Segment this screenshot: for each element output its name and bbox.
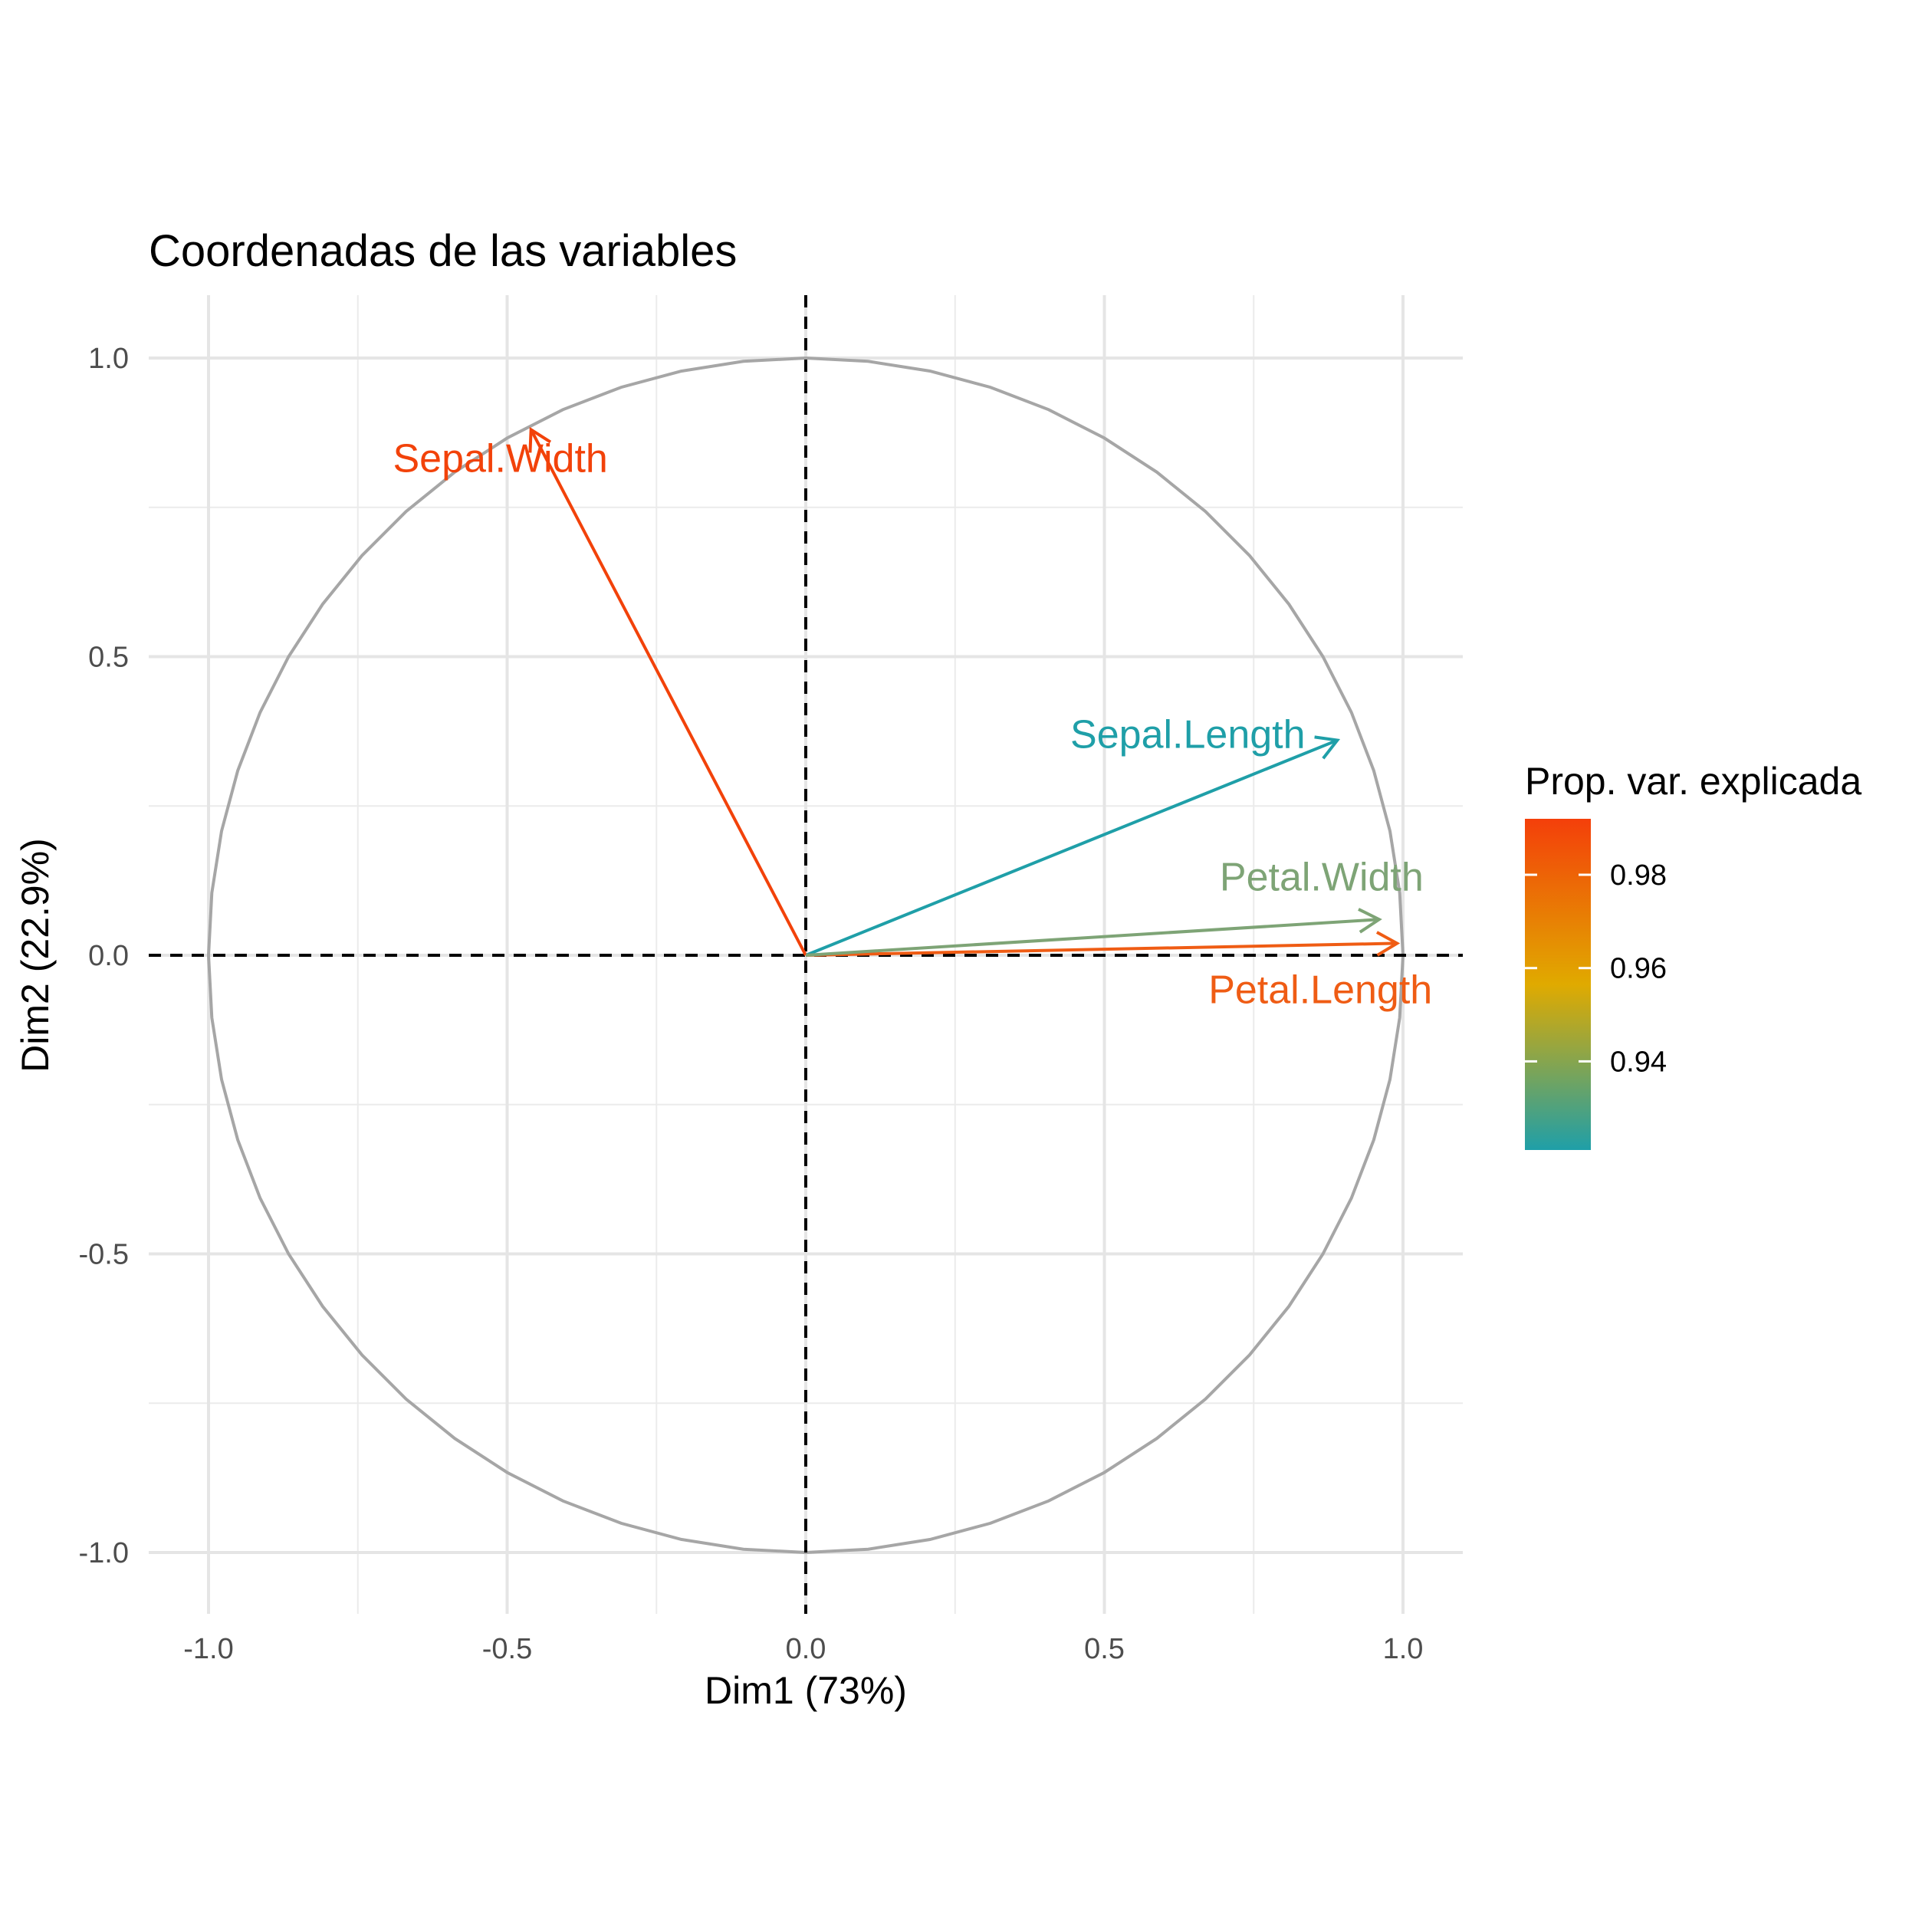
- y-tick-label: 0.0: [88, 940, 129, 972]
- x-tick-label: 1.0: [1383, 1633, 1424, 1665]
- legend-colorbar: [1525, 819, 1591, 1150]
- tick-labels: -1.0 -0.5 0.0 0.5 1.0 -1.0 -0.5 0.0 0.5 1.0: [79, 343, 1424, 1665]
- arrow-head: [1358, 908, 1382, 934]
- x-axis-title: Dim1 (73%): [705, 1669, 907, 1712]
- y-tick-label: -0.5: [79, 1239, 129, 1271]
- legend-ticks: 0.94 0.96 0.98: [1525, 859, 1667, 1078]
- arrow-shaft: [529, 429, 807, 956]
- variable-label: Sepal.Length: [1070, 713, 1306, 757]
- variable-label: Petal.Length: [1208, 968, 1432, 1012]
- variable-arrow-petal-width: Petal.Width: [805, 855, 1424, 957]
- arrow-head: [528, 426, 552, 453]
- arrow-shaft: [805, 738, 1339, 957]
- y-tick-label: 0.5: [88, 642, 129, 674]
- x-tick-label: -1.0: [183, 1633, 233, 1665]
- variable-arrow-petal-length: Petal.Length: [805, 931, 1432, 1012]
- chart-title: Coordenadas de las variables: [149, 226, 737, 276]
- legend-tick-label: 0.96: [1610, 953, 1667, 985]
- legend-tick-label: 0.98: [1610, 859, 1667, 892]
- variable-arrow-sepal-length: Sepal.Length: [805, 713, 1341, 957]
- variable-arrows: Sepal.Length Sepal.Width Petal.Length Petal…: [393, 426, 1432, 1012]
- arrow-shaft: [805, 941, 1398, 957]
- x-tick-label: 0.0: [786, 1633, 826, 1665]
- x-tick-label: 0.5: [1084, 1633, 1125, 1665]
- correlation-circle-layer: [206, 356, 1405, 1555]
- reference-lines: [149, 295, 1463, 1614]
- variable-arrow-sepal-width: Sepal.Width: [393, 426, 807, 956]
- y-tick-label: 1.0: [88, 343, 129, 375]
- legend: Prop. var. explicada 0.94 0.96 0.98: [1525, 760, 1861, 1150]
- y-axis-title: Dim2 (22.9%): [14, 838, 57, 1073]
- arrow-head: [1314, 735, 1341, 760]
- x-tick-label: -0.5: [482, 1633, 532, 1665]
- unit-circle: [206, 356, 1405, 1555]
- legend-title: Prop. var. explicada: [1525, 760, 1861, 803]
- arrow-head: [1375, 931, 1401, 957]
- variable-label: Sepal.Width: [393, 436, 607, 481]
- variable-label: Petal.Width: [1220, 855, 1424, 899]
- legend-tick-label: 0.94: [1610, 1046, 1667, 1078]
- y-tick-label: -1.0: [79, 1537, 129, 1569]
- arrow-shaft: [805, 918, 1379, 957]
